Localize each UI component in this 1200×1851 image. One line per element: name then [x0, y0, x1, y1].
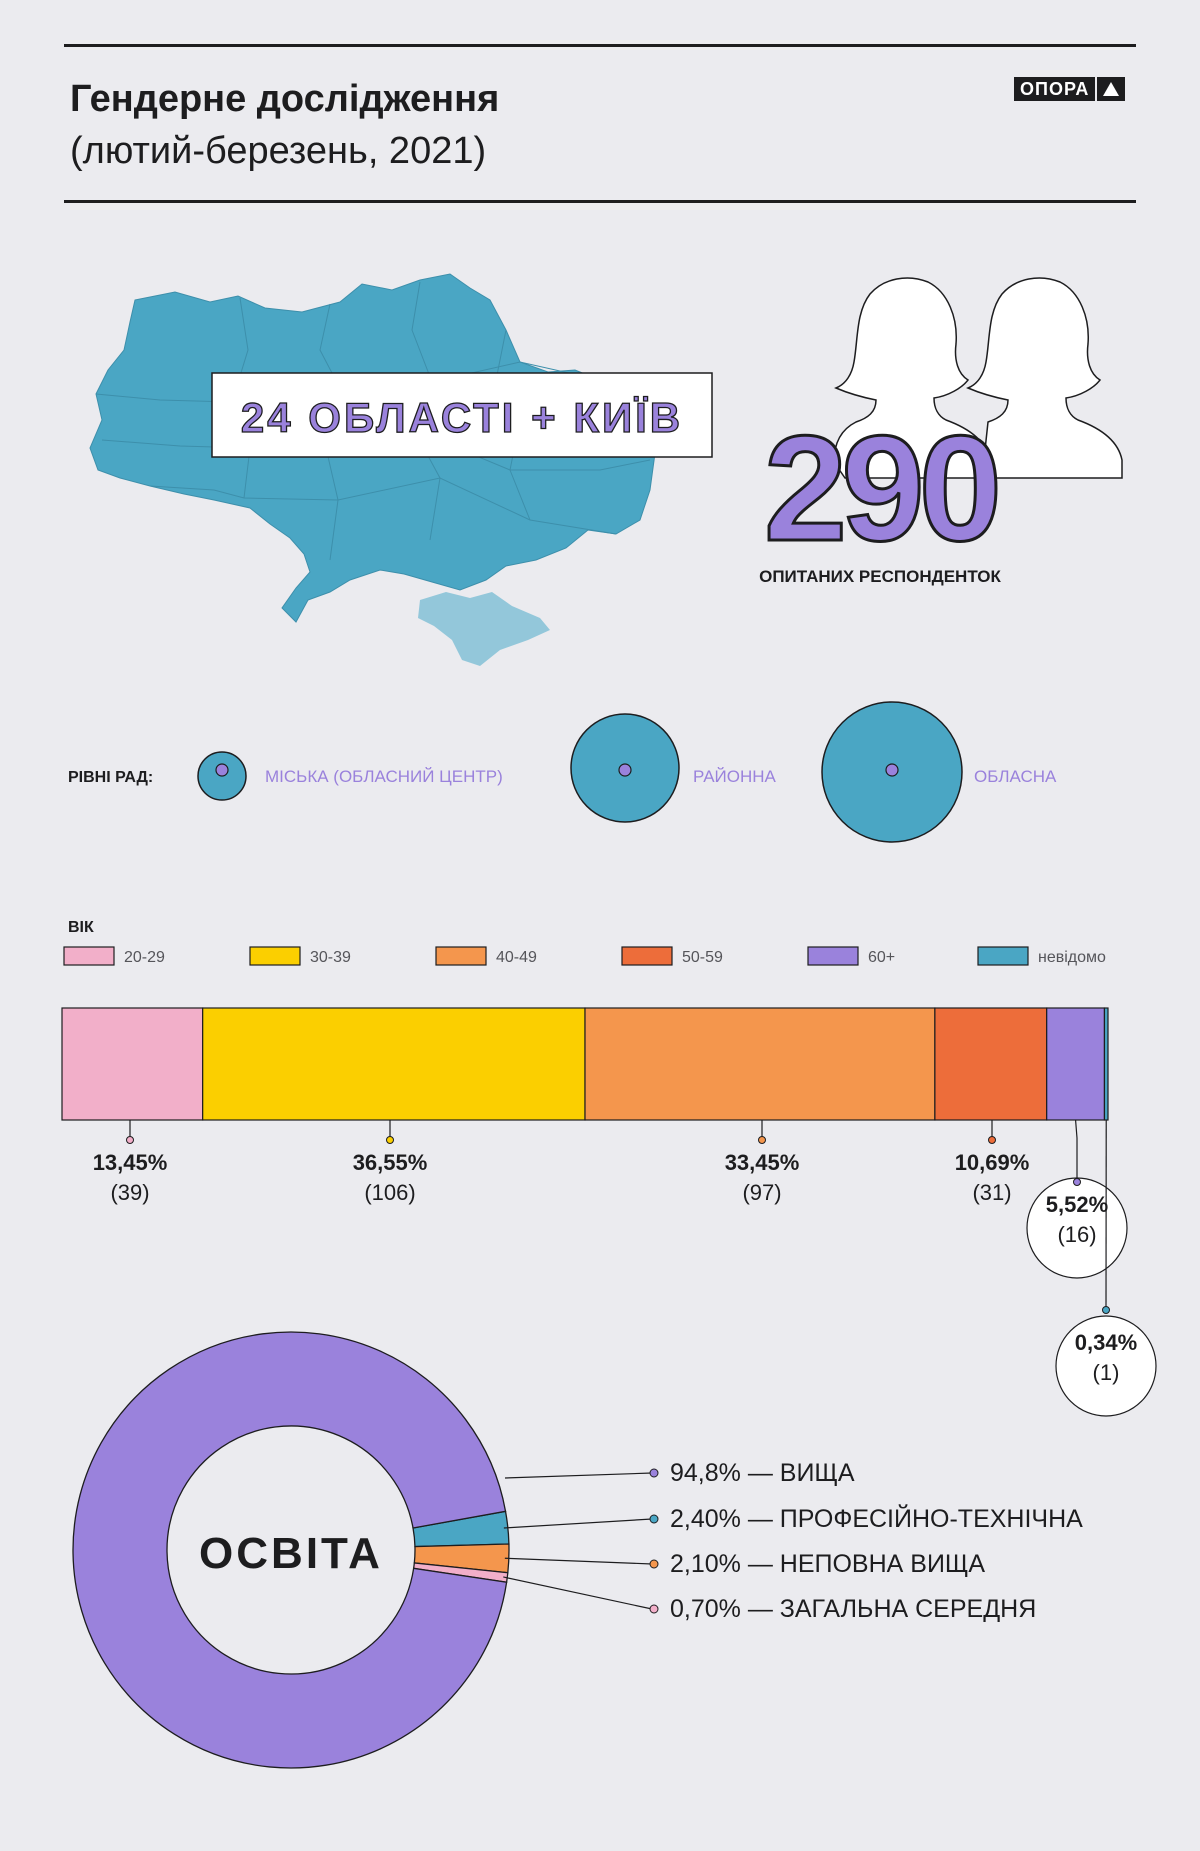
- age-labels: 13,45% (39) 36,55% (106) 33,45% (97) 10,69% (31…: [93, 1119, 1157, 1417]
- education-leader-line: [504, 1472, 653, 1479]
- age-count-label: (106): [364, 1180, 415, 1205]
- age-count-label: (97): [742, 1180, 781, 1205]
- crimea-shape: [418, 592, 550, 666]
- age-count-label: (16): [1057, 1222, 1096, 1247]
- age-leader-line: [1074, 1119, 1078, 1182]
- age-percent-label: 13,45%: [93, 1150, 168, 1175]
- education-chart: ОСВІТА 94,8% — ВИЩА 2,40% — ПРОФЕСІЙНО-ТЕ…: [72, 1331, 1083, 1769]
- age-legend-label: 20-29: [124, 949, 165, 966]
- age-percent-label: 33,45%: [725, 1150, 800, 1175]
- logo-triangle-icon: [1097, 77, 1126, 101]
- age-legend-label: 30-39: [310, 949, 351, 966]
- age-data-label: 33,45% (97): [725, 1150, 800, 1205]
- age-data-label: 36,55% (106): [353, 1150, 428, 1205]
- age-chart: ВІК 20-29 30-39 40-49 50-59 60+ невідомо 13,4…: [61, 919, 1157, 1417]
- respondents-caption: ОПИТАНИХ РЕСПОНДЕНТОК: [759, 567, 1001, 586]
- education-leader-dot: [649, 1468, 659, 1478]
- age-count-label: (31): [972, 1180, 1011, 1205]
- education-leader-dot: [649, 1604, 659, 1614]
- education-chart-title: ОСВІТА: [199, 1529, 383, 1578]
- education-slice: [72, 1331, 508, 1769]
- age-percent-label: 5,52%: [1046, 1192, 1108, 1217]
- education-data-label: 2,10% — НЕПОВНА ВИЩА: [670, 1550, 985, 1578]
- age-legend-swatch: [249, 946, 301, 966]
- regions-label: 24 ОБЛАСТІ + КИЇВ: [241, 394, 683, 441]
- header-top-rule: [64, 44, 1136, 47]
- age-bar-segment: [934, 1007, 1048, 1121]
- age-percent-label: 36,55%: [353, 1150, 428, 1175]
- education-leader-line: [503, 1576, 653, 1610]
- age-legend-label: 50-59: [682, 949, 723, 966]
- age-bar-segment: [202, 1007, 586, 1121]
- education-labels: 94,8% — ВИЩА 2,40% — ПРОФЕСІЙНО-ТЕХНІЧНА 2…: [503, 1459, 1083, 1623]
- age-legend-label: 40-49: [496, 949, 537, 966]
- age-leader-dot: [1073, 1178, 1081, 1186]
- age-bar-segment: [1046, 1007, 1106, 1121]
- education-data-label: 2,40% — ПРОФЕСІЙНО-ТЕХНІЧНА: [670, 1503, 1083, 1533]
- education-leader-dot: [649, 1514, 659, 1524]
- age-leader-dot: [386, 1136, 394, 1144]
- age-data-label: 10,69% (31): [955, 1150, 1030, 1205]
- age-count-label: (1): [1093, 1360, 1120, 1385]
- age-data-label: 13,45% (39): [93, 1150, 168, 1205]
- city-council-dot-icon: [215, 763, 229, 777]
- age-legend-label: невідомо: [1038, 949, 1106, 966]
- ukraine-map: [89, 273, 657, 666]
- age-leader-dot: [988, 1136, 996, 1144]
- logo-text: ОПОРА: [1014, 77, 1096, 101]
- age-percent-label: 10,69%: [955, 1150, 1030, 1175]
- education-data-label: 94,8% — ВИЩА: [670, 1459, 855, 1487]
- age-legend-swatch: [807, 946, 859, 966]
- age-legend: 20-29 30-39 40-49 50-59 60+ невідомо: [63, 946, 1106, 966]
- age-legend-swatch: [435, 946, 487, 966]
- oblast-council-dot-icon: [885, 763, 899, 777]
- council-level-district: РАЙОННА: [570, 713, 777, 823]
- respondents-number: 290: [764, 404, 997, 572]
- city-council-label: МІСЬКА (ОБЛАСНИЙ ЦЕНТР): [265, 767, 503, 786]
- age-legend-swatch: [977, 946, 1029, 966]
- opora-logo: ОПОРА: [1014, 77, 1126, 101]
- education-leader-dot: [649, 1559, 659, 1569]
- page-subtitle: (лютий-березень, 2021): [70, 130, 487, 172]
- district-council-dot-icon: [618, 763, 632, 777]
- age-bar-segment: [1103, 1007, 1109, 1121]
- age-leader-dot: [126, 1136, 134, 1144]
- education-data-label: 0,70% — ЗАГАЛЬНА СЕРЕДНЯ: [670, 1595, 1036, 1623]
- age-percent-label: 0,34%: [1075, 1330, 1137, 1355]
- age-legend-label: 60+: [868, 949, 895, 966]
- education-leader-line: [504, 1557, 653, 1565]
- education-leader-line: [503, 1518, 653, 1529]
- age-count-label: (39): [110, 1180, 149, 1205]
- age-data-label: 5,52% (16): [1026, 1177, 1128, 1279]
- age-bars: [61, 1007, 1109, 1121]
- age-legend-swatch: [621, 946, 673, 966]
- age-label-bubble: [1055, 1315, 1157, 1417]
- district-council-label: РАЙОННА: [693, 767, 777, 786]
- header-bottom-rule: [64, 200, 1136, 203]
- regions-label-box: [211, 372, 713, 458]
- education-slices: [72, 1331, 510, 1769]
- respondents-silhouettes-icon: [833, 277, 1123, 479]
- council-level-city: МІСЬКА (ОБЛАСНИЙ ЦЕНТР): [197, 751, 503, 801]
- age-chart-title: ВІК: [68, 919, 94, 936]
- age-leader-dot: [1102, 1306, 1110, 1314]
- age-leader-dot: [758, 1136, 766, 1144]
- age-legend-swatch: [63, 946, 115, 966]
- age-data-label: 0,34% (1): [1055, 1315, 1157, 1417]
- age-bar-segment: [584, 1007, 936, 1121]
- council-levels-label: РІВНІ РАД:: [68, 769, 153, 786]
- council-level-oblast: ОБЛАСНА: [821, 701, 1057, 843]
- page-title: Гендерне дослідження: [70, 78, 500, 120]
- oblast-council-label: ОБЛАСНА: [974, 767, 1057, 786]
- age-bar-segment: [61, 1007, 204, 1121]
